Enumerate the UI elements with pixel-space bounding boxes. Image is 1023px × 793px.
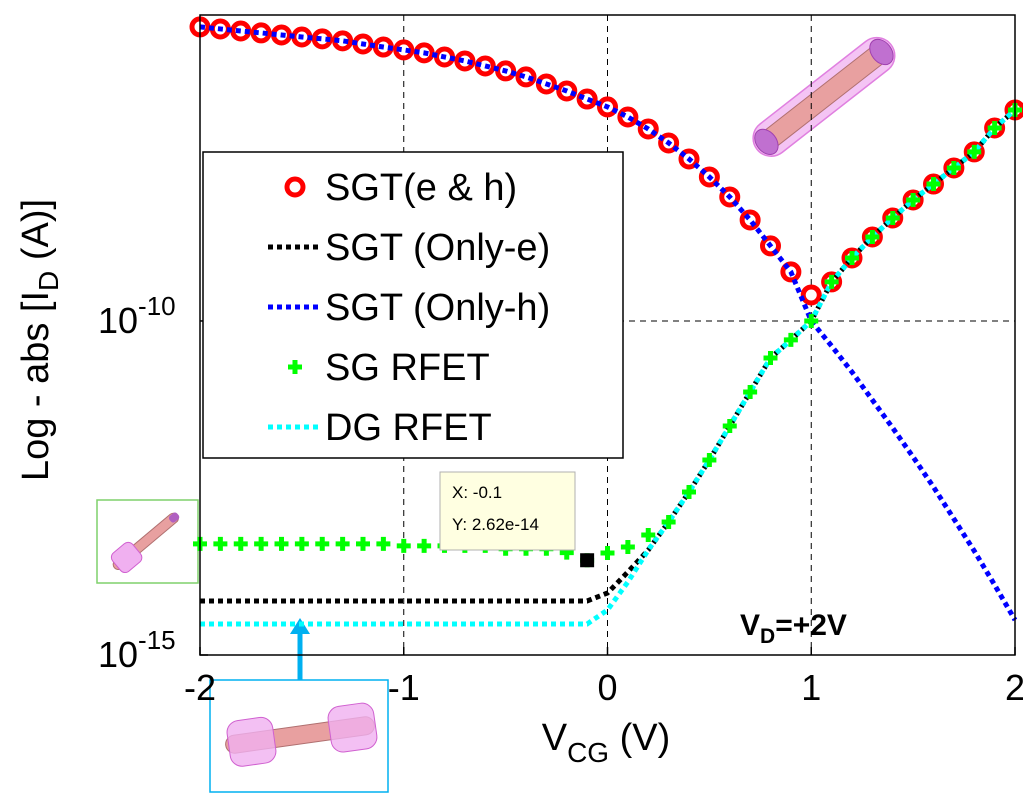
data-line — [200, 108, 1017, 604]
x-tick-label: 2 — [1005, 667, 1023, 708]
data-point — [783, 332, 798, 347]
legend-marker — [288, 360, 302, 374]
y-tick-base: 10 — [98, 300, 138, 341]
y-tick-label: 10-15 — [98, 625, 176, 675]
y-axis-label-main: Log - abs [I — [15, 291, 57, 481]
data-point — [233, 536, 248, 551]
data-point — [739, 209, 761, 231]
legend-label: DG RFET — [325, 407, 492, 449]
data-point — [804, 313, 819, 328]
data-point — [250, 22, 272, 44]
datatip-y: Y: 2.62e-14 — [452, 515, 539, 534]
inset-end — [168, 512, 180, 523]
inset-left — [110, 512, 180, 574]
x-axis-label-tail: (V) — [609, 717, 670, 759]
annotation-sub: D — [760, 625, 775, 648]
data-point — [987, 120, 1002, 135]
data-point — [641, 528, 656, 543]
data-point — [417, 538, 432, 553]
data-point — [396, 538, 411, 553]
data-point — [393, 39, 415, 61]
inset-gate — [327, 702, 378, 753]
inset-gate — [226, 716, 277, 767]
x-axis-label-main: V — [542, 717, 568, 759]
annotation-main: V — [740, 609, 760, 642]
data-point — [743, 384, 758, 399]
y-axis-label-sub: D — [33, 271, 64, 291]
legend-marker — [284, 176, 306, 198]
data-point — [763, 351, 778, 366]
y-axis-label-tail: (A)] — [15, 199, 57, 271]
legend-box — [202, 151, 624, 459]
data-point — [845, 250, 859, 265]
inset-bottom — [225, 702, 378, 767]
data-point — [865, 229, 880, 244]
data-point — [885, 210, 900, 225]
data-point — [254, 536, 269, 551]
legend-label: SGT (Only-e) — [325, 227, 550, 269]
y-axis-label: Log - abs [ID (A)] — [15, 199, 64, 481]
data-point — [294, 536, 309, 551]
data-line — [199, 24, 1018, 622]
inset-gate — [110, 541, 143, 574]
datatip-x: X: -0.1 — [452, 483, 502, 502]
data-point — [946, 160, 961, 175]
inset-wire — [762, 46, 886, 148]
data-point — [213, 536, 228, 551]
data-point — [722, 418, 737, 433]
data-point — [967, 144, 982, 159]
y-tick-exponent: -10 — [138, 291, 176, 321]
data-point — [356, 536, 370, 551]
legend-label: SGT (Only-h) — [325, 287, 550, 329]
plot-marks — [189, 16, 1023, 627]
series — [200, 108, 1017, 627]
inset-top-right — [752, 36, 896, 157]
inset-end — [869, 38, 894, 66]
x-axis-label: VCG (V) — [542, 717, 671, 768]
legend: SGT(e & h) SGT (Only-e) SGT (Only-h) SG RFE… — [202, 151, 624, 459]
x-tick-label: 0 — [597, 667, 617, 708]
legend-label: SG RFET — [325, 347, 490, 389]
datatip-box — [439, 471, 576, 551]
data-point — [559, 545, 574, 560]
data-point — [335, 536, 350, 551]
data-point — [661, 514, 676, 529]
data-point — [620, 539, 635, 554]
y-tick-base: 10 — [98, 634, 138, 675]
data-point — [600, 546, 615, 561]
data-line — [200, 108, 1017, 627]
inset-end — [754, 128, 779, 155]
legend-label: SGT(e & h) — [325, 167, 517, 209]
data-point — [906, 192, 921, 207]
x-tick-label: 1 — [801, 667, 821, 708]
datatip-marker — [580, 553, 595, 568]
annotation: VD=+2V — [740, 609, 847, 648]
y-tick-exponent: -15 — [138, 625, 176, 655]
y-tick-label: 10-10 — [98, 291, 176, 341]
data-point — [824, 274, 839, 289]
datatip: X: -0.1 Y: 2.62e-14 — [439, 471, 595, 568]
series — [200, 108, 1017, 604]
data-point — [800, 284, 822, 306]
data-point — [376, 536, 391, 551]
data-point — [682, 485, 696, 500]
data-point — [274, 536, 289, 551]
data-point — [702, 452, 717, 467]
annotation-tail: =+2V — [775, 609, 847, 642]
data-point — [315, 536, 330, 551]
x-tick-label: -1 — [388, 667, 420, 708]
insets — [96, 36, 896, 793]
x-tick-label: -2 — [184, 667, 216, 708]
x-axis-label-sub: CG — [567, 737, 609, 768]
series — [199, 24, 1018, 622]
data-point — [926, 177, 941, 192]
